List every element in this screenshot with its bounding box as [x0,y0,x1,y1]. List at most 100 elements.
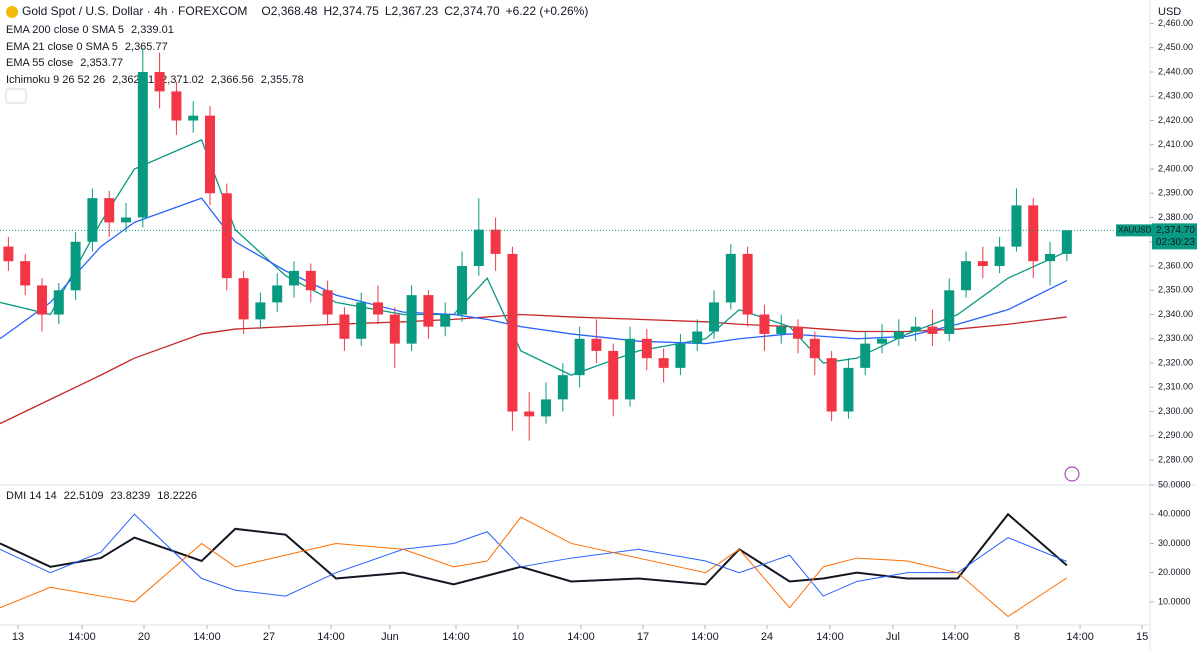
collapse-button[interactable] [5,88,27,104]
y-tick-label: 2,410.00 [1158,139,1193,149]
candle-body [507,253,518,412]
indicator-value: 23.8239 [111,490,151,502]
candle-body [1045,253,1056,262]
candle-body [591,338,602,351]
y-tick-label: 2,390.00 [1158,188,1193,198]
candle-body [137,72,148,218]
y-tick-label: 2,460.00 [1158,18,1193,28]
candle-body [524,411,535,417]
symbol-title: Gold Spot / U.S. Dollar · 4h · FOREXCOM [22,4,247,18]
candle-body [255,302,266,320]
x-tick-label: 13 [12,631,24,643]
y-tick-label: 2,290.00 [1158,430,1193,440]
candle-body [860,343,871,368]
candle-body [356,302,367,339]
candle-body [541,399,552,417]
x-tick-label: 14:00 [193,631,221,643]
candle-body [406,295,417,344]
y-tick-label: 2,420.00 [1158,115,1193,125]
y-tick-label: 20.0000 [1158,567,1191,577]
y-tick-label: 10.0000 [1158,596,1191,606]
ohlc-value: C2,374.70 [444,4,500,18]
indicator-value: 2,353.77 [80,57,123,69]
candle-body [70,241,81,291]
x-tick-label: 14:00 [68,631,96,643]
candle-body [104,198,115,223]
candle-body [977,261,988,267]
candle-body [121,217,132,223]
y-tick-label: 2,400.00 [1158,163,1193,173]
candle-body [608,350,619,400]
y-tick-label: 2,350.00 [1158,285,1193,295]
candle-body [994,246,1005,267]
candle-body [423,295,434,327]
ohlc-value: H2,374.75 [323,4,379,18]
x-tick-label: 24 [761,631,773,643]
ema-line [0,139,1068,376]
indicator-name: Ichimoku 9 26 52 26 [6,74,105,86]
x-tick-label: 14:00 [442,631,470,643]
indicator-value: 2,366.56 [211,74,254,86]
candle-body [87,198,98,242]
candle-body [809,338,820,359]
candle-body [709,302,720,332]
indicator-name: DMI 14 14 [6,490,57,502]
indicator-name: EMA 21 close 0 SMA 5 [6,41,118,53]
price-tag-label: 2,374.70 [1156,225,1195,236]
candle-body [625,338,636,400]
candle-body [373,302,384,315]
candle-body [826,358,837,412]
candle-body [473,229,484,267]
y-tick-label: 2,330.00 [1158,333,1193,343]
candle-body [53,290,64,315]
price-change: +6.22 (+0.26%) [506,4,589,18]
x-tick-label: 15 [1136,631,1148,643]
x-tick-label: 14:00 [567,631,595,643]
candle-body [725,253,736,303]
candle-body [675,343,686,368]
candle-body [742,253,753,315]
y-tick-label: 50.0000 [1158,479,1191,489]
y-tick-label: 2,360.00 [1158,260,1193,270]
candle-body [1028,205,1039,262]
candle-body [574,338,585,376]
candle-body [490,229,501,254]
dmi-line [0,516,1068,618]
candle-body [776,326,787,334]
candle-body [440,314,451,327]
x-tick-label: 27 [263,631,275,643]
candle-body [3,246,14,262]
ema-line [0,197,1068,345]
candle-body [171,91,182,121]
candle-body [893,331,904,339]
candle-body [322,290,333,315]
alert-icon[interactable] [1064,466,1080,482]
indicator-name: EMA 200 close 0 SMA 5 [6,24,124,36]
x-tick-label: 14:00 [816,631,844,643]
indicator-value: 22.5109 [64,490,104,502]
candle-body [1011,205,1022,247]
candle-body [944,290,955,334]
symbol-tag [1116,224,1152,237]
candle-body [305,270,316,291]
candle-body [20,261,31,286]
dmi-line [0,512,1068,586]
ema-line [0,313,1067,425]
unit-label: USD [1158,6,1181,18]
y-tick-label: 2,340.00 [1158,309,1193,319]
candle-body [457,266,468,315]
x-tick-label: 17 [637,631,649,643]
candle-body [154,72,165,92]
ohlc-value: L2,367.23 [385,4,439,18]
price-tag [1152,223,1197,250]
y-tick-label: 2,310.00 [1158,382,1193,392]
indicator-value: 2,365.77 [125,41,168,53]
x-tick-label: Jun [381,631,399,643]
candle-body [289,270,300,286]
indicator-name: EMA 55 close [6,57,73,69]
candle-body [339,314,350,339]
candle-body [658,358,669,368]
symbol-tag-label: XAUUSD [1118,225,1152,234]
ohlc-value: O2,368.48 [261,4,317,18]
candle-body [188,115,199,121]
